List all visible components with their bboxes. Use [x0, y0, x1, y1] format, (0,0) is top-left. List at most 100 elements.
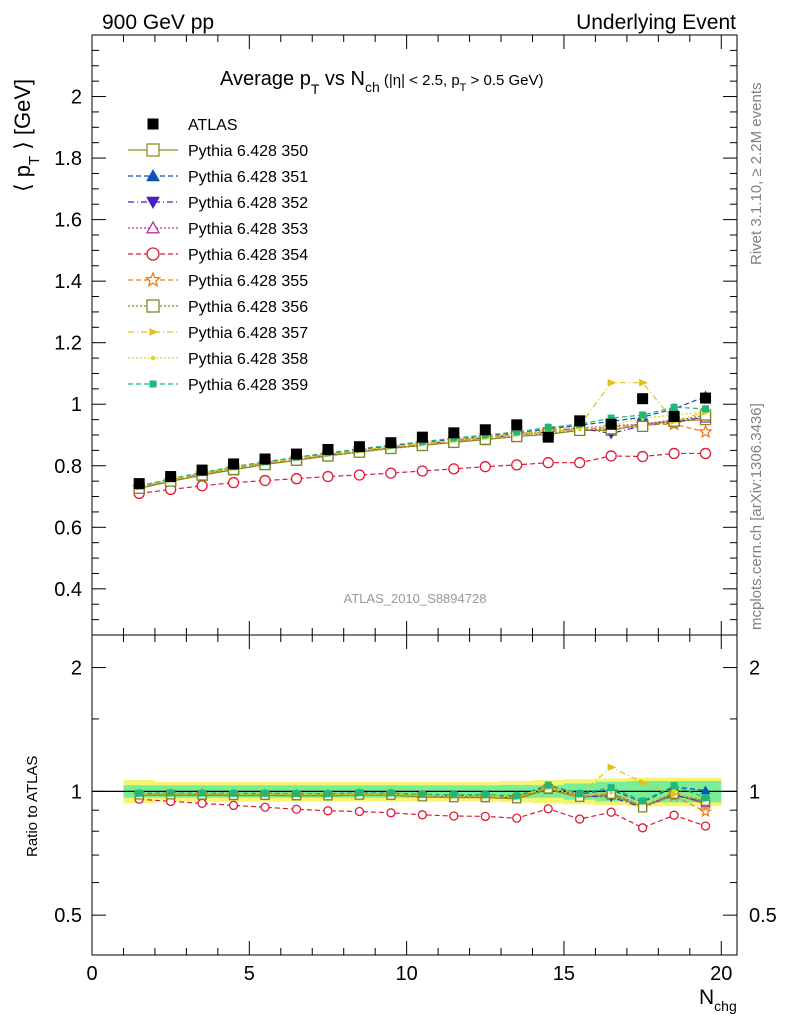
point-359	[544, 423, 552, 431]
ratio-point-354	[417, 810, 428, 820]
ratio-point-359	[639, 797, 647, 805]
legend-entry-356: Pythia 6.428 356	[128, 299, 308, 316]
legend-label: Pythia 6.428 357	[188, 325, 308, 342]
ratio-point-354	[700, 821, 711, 831]
x-tick-label: 20	[710, 963, 732, 985]
point-atlas	[228, 458, 240, 470]
point-atlas	[259, 453, 271, 465]
point-354	[605, 450, 617, 462]
ratio-point-359	[481, 791, 489, 799]
ratio-y-tick-label-right: 1	[749, 781, 760, 803]
analysis-id: ATLAS_2010_S8894728	[344, 591, 487, 606]
legend-entry-355: Pythia 6.428 355	[128, 271, 308, 290]
point-atlas	[511, 419, 523, 431]
legend-entry-354: Pythia 6.428 354	[128, 247, 308, 264]
legend-entry-357: Pythia 6.428 357	[128, 325, 308, 342]
x-tick-label: 5	[244, 963, 255, 985]
ratio-point-354	[449, 811, 459, 821]
legend-entry-358: Pythia 6.428 358	[128, 351, 308, 368]
point-atlas	[385, 437, 397, 449]
legend-label: Pythia 6.428 354	[188, 247, 308, 264]
point-359	[702, 405, 710, 413]
legend-entry-353: Pythia 6.428 353	[128, 220, 308, 238]
ratio-point-359	[135, 789, 143, 797]
ratio-y-tick-label-left: 1	[71, 781, 82, 803]
point-354	[196, 480, 208, 492]
point-355	[698, 424, 713, 439]
legend: ATLAS Pythia 6.428 350 Pythia 6.428 351 Pyt…	[128, 117, 308, 394]
point-atlas	[668, 411, 680, 423]
legend-label: Pythia 6.428 355	[188, 273, 308, 290]
header-right: Underlying Event	[576, 11, 736, 34]
header-left: 900 GeV pp	[102, 11, 214, 34]
point-atlas	[133, 478, 145, 490]
ratio-point-354	[575, 814, 585, 824]
point-atlas	[605, 418, 617, 430]
legend-marker	[149, 328, 159, 336]
ratio-point-354	[606, 807, 616, 817]
legend-label: Pythia 6.428 356	[188, 299, 308, 316]
ratio-point-359	[544, 781, 552, 789]
ratio-point-354	[480, 811, 490, 822]
ratio-point-354	[228, 800, 239, 811]
ratio-y-tick-label-right: 0.5	[749, 905, 777, 927]
ratio-y-tick-label-left: 2	[71, 658, 82, 680]
point-354	[668, 447, 680, 460]
mcplots-credit-text: mcplots.cern.ch [arXiv:1306.3436]	[748, 403, 765, 630]
legend-marker	[144, 271, 162, 288]
legend-entry-359: Pythia 6.428 359	[128, 377, 308, 394]
axes: 0 5 10 15 20 0.4 0.6 0.8 1 1.2 1.4 1.6 1.8 2 0.5 0.5 1 1 2…	[54, 34, 777, 985]
ratio-point-354	[637, 823, 648, 833]
ratio-point-359	[293, 789, 301, 797]
point-354	[385, 467, 397, 479]
ratio-point-354	[512, 813, 522, 823]
x-axis-label: Nchg	[699, 986, 737, 1014]
x-tick-label: 10	[396, 963, 418, 985]
ratio-point-354	[669, 810, 679, 820]
ratio-point-359	[387, 789, 395, 797]
y-axis-label: ⟨ pT ⟩ [GeV]	[10, 79, 43, 192]
legend-entry-atlas: ATLAS	[147, 117, 238, 134]
legend-marker	[146, 299, 160, 313]
point-354	[290, 473, 303, 485]
legend-label: Pythia 6.428 358	[188, 351, 308, 368]
series-line-356	[139, 414, 706, 489]
legend-marker	[150, 355, 156, 361]
legend-marker	[147, 118, 159, 130]
legend-label: Pythia 6.428 351	[188, 169, 308, 186]
ratio-frame	[91, 634, 738, 956]
y-tick-label: 0.8	[54, 456, 82, 478]
point-354	[574, 457, 586, 469]
point-357	[639, 378, 648, 387]
ratio-point-359	[702, 794, 710, 802]
ratio-point-359	[261, 789, 269, 797]
legend-entry-352: Pythia 6.428 352	[128, 195, 308, 212]
ratio-panel	[92, 763, 737, 833]
ratio-point-354	[291, 804, 302, 814]
ratio-point-354	[386, 808, 396, 818]
legend-label: ATLAS	[188, 117, 238, 134]
ratio-point-357	[639, 778, 648, 787]
point-354	[416, 465, 429, 477]
legend-marker	[146, 247, 160, 261]
ratio-point-354	[197, 798, 207, 808]
point-356	[636, 420, 649, 433]
legend-marker	[145, 220, 161, 234]
ratio-y-tick-label-left: 0.5	[54, 905, 82, 927]
ratio-point-359	[324, 790, 332, 798]
point-atlas	[416, 431, 428, 443]
ratio-point-351	[700, 785, 711, 795]
legend-marker	[146, 143, 160, 157]
ratio-y-tick-label-right: 2	[749, 658, 760, 680]
ratio-point-359	[355, 789, 363, 797]
ratio-point-359	[198, 789, 206, 797]
legend-entry-350: Pythia 6.428 350	[128, 143, 308, 160]
y-tick-label: 0.4	[54, 579, 82, 601]
point-357	[607, 378, 617, 387]
point-atlas	[637, 393, 649, 405]
legend-label: Pythia 6.428 353	[188, 221, 308, 238]
y-tick-label: 1.6	[54, 210, 82, 232]
point-354	[511, 459, 523, 471]
main-panel	[131, 378, 713, 500]
ratio-point-354	[323, 806, 333, 816]
